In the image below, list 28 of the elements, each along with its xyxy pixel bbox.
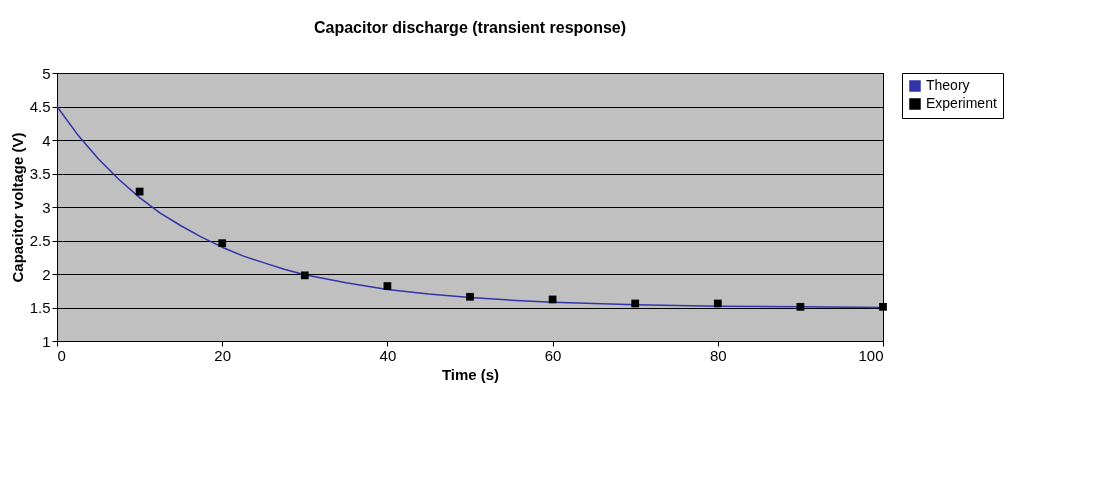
point xyxy=(300,271,309,280)
y-tick-label: 2.5 xyxy=(29,232,51,249)
x-tick-label: 80 xyxy=(709,346,727,364)
legend-label: Experiment xyxy=(926,95,997,111)
y-tick-label: 3 xyxy=(42,198,51,216)
point xyxy=(218,239,227,248)
y-tick-label: 3.5 xyxy=(29,165,51,182)
x-tick-label: 20 xyxy=(214,346,232,364)
x-axis-title: Time (s) xyxy=(441,365,500,383)
y-axis-title: Capacitor voltage (V) xyxy=(8,132,26,283)
point xyxy=(713,299,722,308)
y-tick-label: 4.5 xyxy=(29,98,51,115)
point xyxy=(796,302,805,311)
x-tick-label: 100 xyxy=(858,346,884,364)
x-tick-label: 0 xyxy=(57,346,66,364)
y-tick-label: 5 xyxy=(42,64,51,82)
legend-label: Theory xyxy=(926,77,970,93)
y-tick-label: 2 xyxy=(42,265,51,283)
x-tick-label: 60 xyxy=(544,346,562,364)
chart-title: Capacitor discharge (transient response) xyxy=(313,19,627,36)
y-tick-label: 1.5 xyxy=(29,299,51,316)
point xyxy=(879,302,887,311)
point xyxy=(383,282,392,290)
x-tick-label: 40 xyxy=(379,346,397,364)
point xyxy=(631,299,640,308)
y-tick-label: 4 xyxy=(42,131,51,149)
point xyxy=(466,292,474,301)
y-tick-label: 1 xyxy=(42,332,51,350)
